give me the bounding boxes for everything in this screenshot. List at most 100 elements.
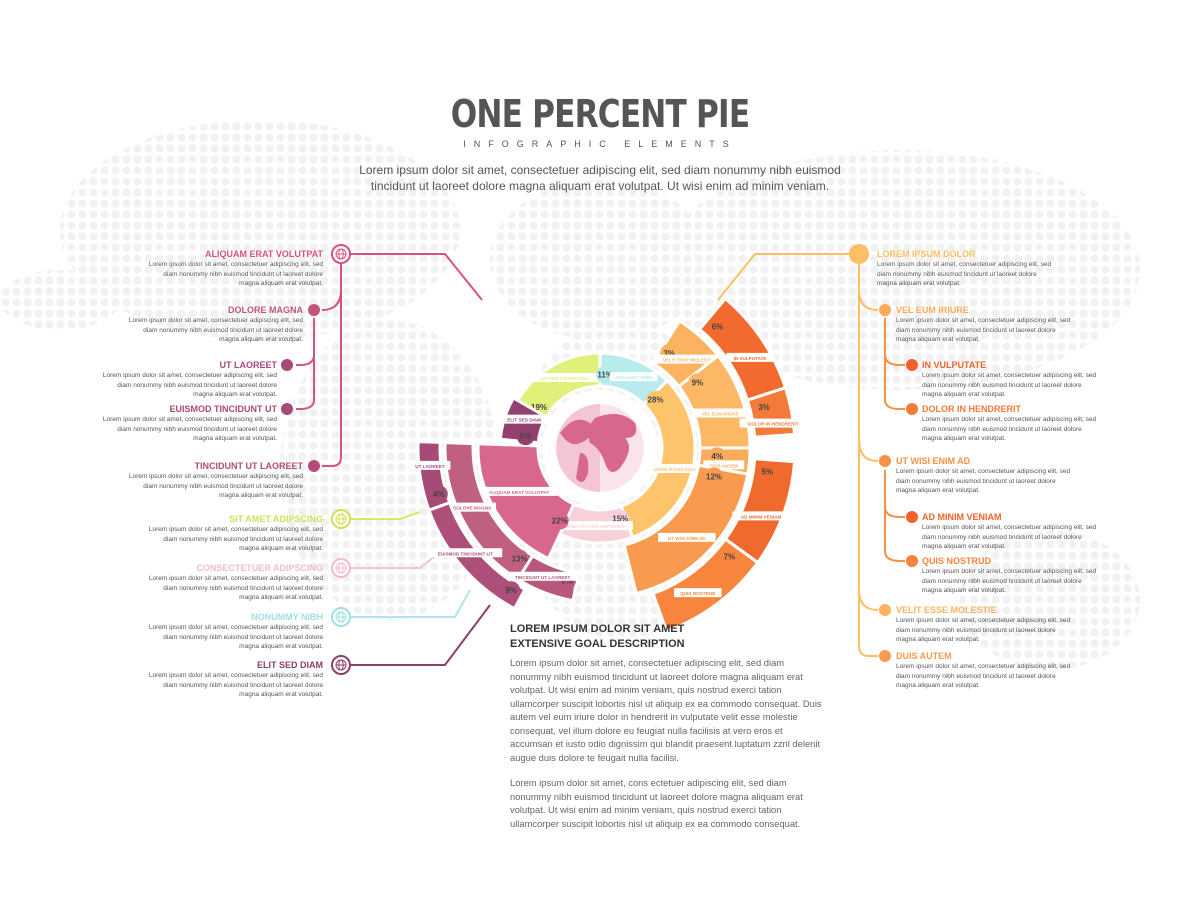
segment-label: ALIQUAM ERAT VOLUTPAT <box>489 490 549 495</box>
pie-segment: 13% DOLORE MAGNA <box>443 441 535 582</box>
segment-label-box <box>480 486 558 496</box>
pie-segment: 9% TINCIDUNT UT LAOREET <box>505 553 580 603</box>
percent-label: 4% <box>711 452 723 461</box>
segment-label: TINCIDUNT UT LAOREET <box>515 575 571 580</box>
item-description: Lorem ipsum dolor sit amet, consectetuer… <box>922 416 1097 442</box>
segment-label-box <box>409 460 451 470</box>
segment-label-box <box>609 372 658 382</box>
segment-label: VEL EUM IRIURE <box>702 412 739 417</box>
percent-label: 11% <box>597 371 613 380</box>
item-description: Lorem ipsum dolor sit amet, consectetuer… <box>148 575 323 601</box>
segment-label-box <box>739 418 807 428</box>
bullet-dot <box>308 460 320 472</box>
list-item: EUISMOD TINCIDUNT UT Lorem ipsum dolor si… <box>37 403 277 444</box>
item-description: Lorem ipsum dolor sit amet, consectetuer… <box>128 317 303 343</box>
segment-label-box <box>498 414 550 424</box>
globe-icon <box>331 244 351 264</box>
segment-label: DOLOR IN HENDRERIT <box>748 422 799 427</box>
bullet-dot <box>281 403 293 415</box>
segment-label-box <box>552 521 633 531</box>
bullet-dot <box>849 244 869 264</box>
segment-label: DUIS AUTEM <box>710 463 739 468</box>
list-item: AD MINIM VENIAM Lorem ipsum dolor sit ame… <box>922 511 1162 552</box>
bullet-dot <box>906 403 918 415</box>
item-title: SIT AMET ADIPSCING <box>229 514 323 524</box>
globe-icon <box>331 607 351 627</box>
list-item: DOLOR IN HENDRERIT Lorem ipsum dolor sit … <box>922 403 1162 444</box>
item-description: Lorem ipsum dolor sit amet, consectetuer… <box>896 317 1071 343</box>
description-paragraph-2: Lorem ipsum dolor sit amet, cons ectetue… <box>510 777 803 829</box>
item-description: Lorem ipsum dolor sit amet, consectetuer… <box>128 473 303 499</box>
description-block: LOREM IPSUM DOLOR SIT AMET EXTENSIVE GOA… <box>510 622 825 842</box>
percent-label: 12% <box>706 472 722 481</box>
percent-badge <box>510 549 529 568</box>
percent-label: 5% <box>520 432 532 441</box>
item-title: DOLOR IN HENDRERIT <box>922 404 1021 414</box>
globe-icon <box>331 655 351 675</box>
intro-text: Lorem ipsum dolor sit amet, consectetuer… <box>359 163 841 193</box>
item-description: Lorem ipsum dolor sit amet, consectetuer… <box>102 416 277 442</box>
segment-label: SIT AMET ADIPSCING <box>540 376 588 381</box>
segment-label: UT LAOREET <box>415 464 445 469</box>
segment-label: QUIS NOSTRUD <box>680 591 716 596</box>
percent-label: 3% <box>758 403 770 412</box>
percent-badge <box>758 462 777 481</box>
item-title: QUIS NOSTRUD <box>922 556 992 566</box>
segment-label-box <box>658 532 716 542</box>
item-title: VEL EUM IRIURE <box>896 305 969 315</box>
segment-label: LOREM IPSUM DOLOR <box>651 467 702 472</box>
item-description: Lorem ipsum dolor sit amet, consectetuer… <box>148 672 323 698</box>
description-heading-2: EXTENSIVE GOAL DESCRIPTION <box>510 638 685 650</box>
percent-label: 22% <box>552 517 568 526</box>
segment-label-box <box>428 548 503 558</box>
percent-label: 7% <box>724 553 736 562</box>
segment-label-box <box>726 352 774 362</box>
list-item: TINCIDUNT UT LAOREET Lorem ipsum dolor si… <box>63 460 303 501</box>
pie-segment: 12% UT WISI ENIM AD <box>622 463 750 596</box>
percent-label: 19% <box>531 403 547 412</box>
item-description: Lorem ipsum dolor sit amet, consectetuer… <box>148 624 323 650</box>
pie-segment: 7% QUIS NOSTRUD <box>651 537 760 634</box>
item-description: Lorem ipsum dolor sit amet, consectetuer… <box>896 663 1071 689</box>
item-title: TINCIDUNT UT LAOREET <box>194 461 304 471</box>
percent-badge <box>596 365 615 384</box>
bullet-dot <box>879 455 891 467</box>
item-description: Lorem ipsum dolor sit amet, consectetuer… <box>148 526 323 552</box>
segment-label: CONSECTETUER ADIPSCING <box>560 524 625 529</box>
item-title: LOREM IPSUM DOLOR <box>877 249 976 259</box>
segment-label-box <box>653 354 724 364</box>
percent-label: 9% <box>692 378 704 387</box>
item-description: Lorem ipsum dolor sit amet, consectetuer… <box>148 261 323 287</box>
description-heading-1: LOREM IPSUM DOLOR SIT AMET <box>510 623 685 635</box>
pie-segment: 15%CONSECTETUER ADIPSCING <box>552 502 635 545</box>
globe-icon <box>542 390 658 506</box>
list-item: UT LAOREET Lorem ipsum dolor sit amet, co… <box>37 359 277 400</box>
item-description: Lorem ipsum dolor sit amet, consectetuer… <box>922 524 1097 550</box>
bullet-dot <box>281 359 293 371</box>
bullet-dot <box>906 511 918 523</box>
description-paragraph-1: Lorem ipsum dolor sit amet, consectetuer… <box>510 657 822 763</box>
percent-badge <box>646 390 665 409</box>
percent-label: 9% <box>505 586 517 595</box>
percent-label: 6% <box>712 322 724 331</box>
item-description: Lorem ipsum dolor sit amet, consectetuer… <box>922 372 1097 398</box>
item-title: ELIT SED DIAM <box>256 660 323 670</box>
page-subtitle: INFOGRAPHIC ELEMENTS <box>463 139 737 149</box>
globe-icon <box>331 558 351 578</box>
segment-label: IN VULPUTATE <box>734 356 767 361</box>
list-item: UT WISI ENIM AD Lorem ipsum dolor sit ame… <box>896 455 1136 496</box>
item-description: Lorem ipsum dolor sit amet, consectetuer… <box>896 468 1071 494</box>
list-item: ELIT SED DIAM Lorem ipsum dolor sit amet,… <box>83 659 323 700</box>
bullet-dot <box>906 359 918 371</box>
item-title: DOLORE MAGNA <box>228 305 303 315</box>
pie-segment: 4% UT LAOREET <box>409 440 452 513</box>
item-title: ALIQUAM ERAT VOLUTPAT <box>205 249 323 259</box>
segment-label-box <box>530 373 599 383</box>
bullet-dot <box>879 604 891 616</box>
segment-label: UT WISI ENIM AD <box>668 536 707 541</box>
item-description: Lorem ipsum dolor sit amet, consectetuer… <box>877 261 1052 287</box>
item-title: DUIS AUTEM <box>896 651 952 661</box>
list-item: IN VULPUTATE Lorem ipsum dolor sit amet, … <box>922 359 1162 400</box>
item-description: Lorem ipsum dolor sit amet, consectetuer… <box>896 617 1071 643</box>
bullet-dot <box>308 304 320 316</box>
